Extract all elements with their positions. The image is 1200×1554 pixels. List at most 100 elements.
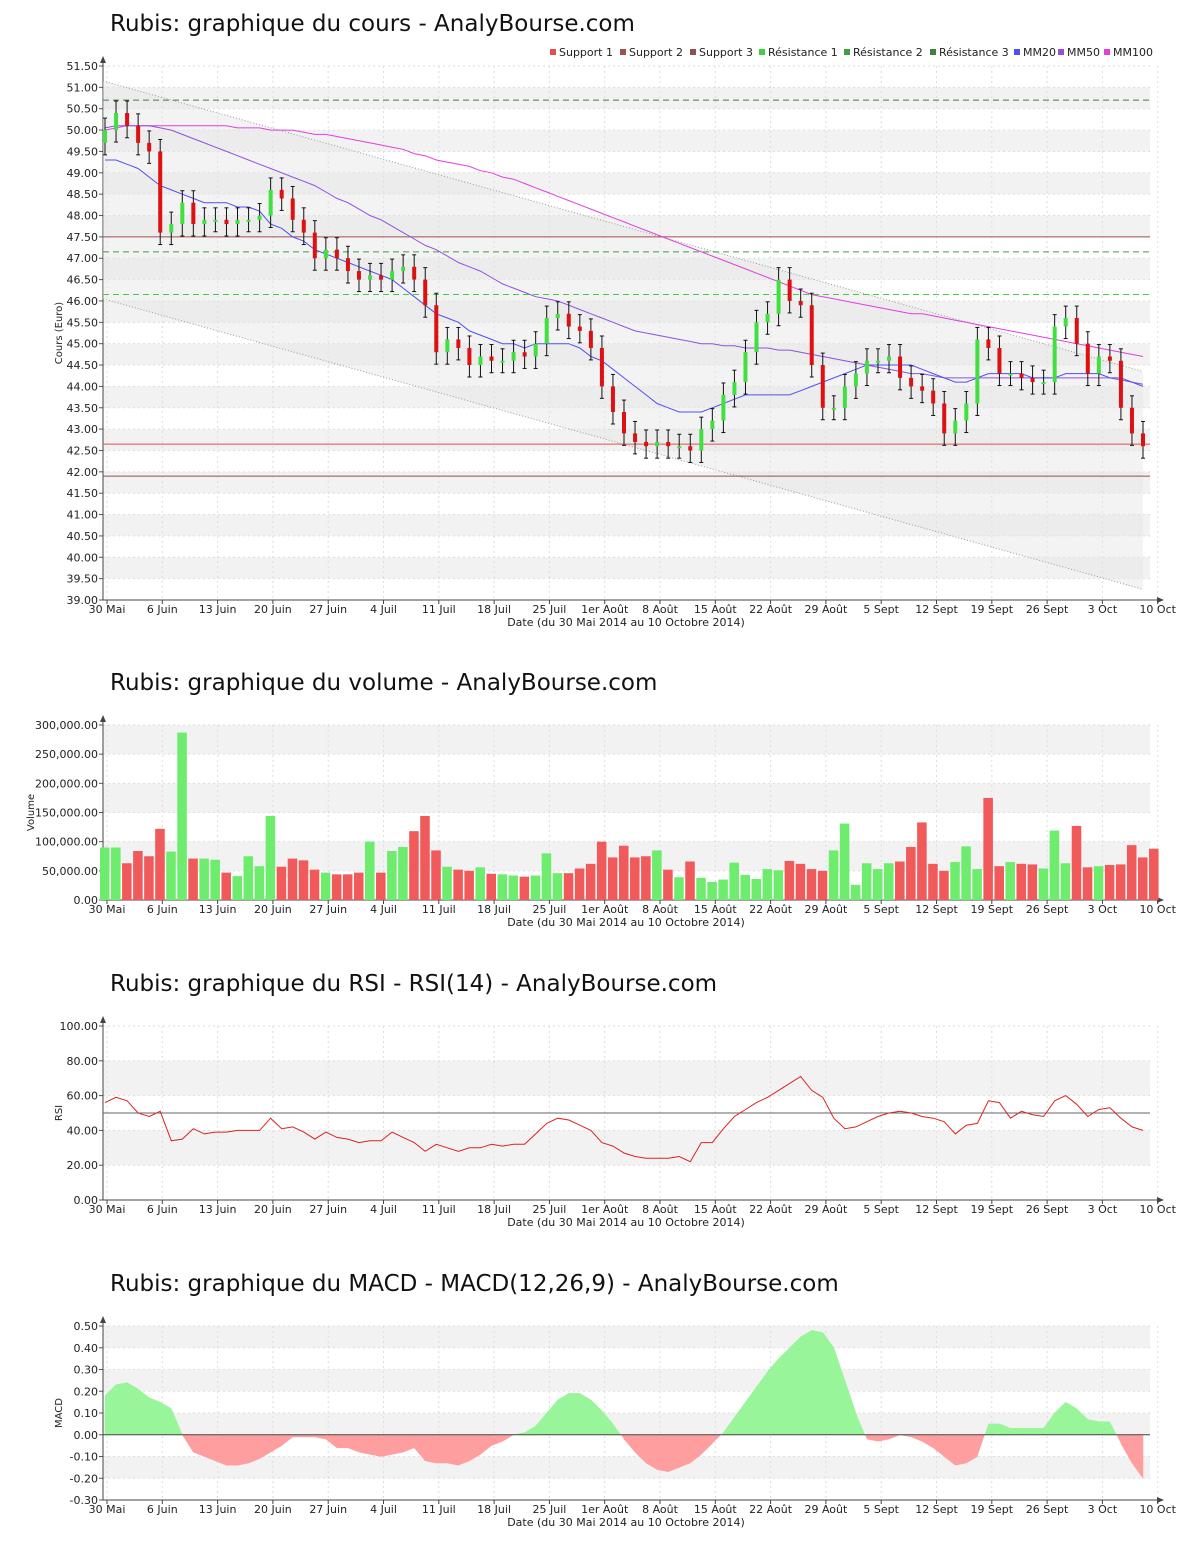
volume-bar: [718, 879, 728, 900]
legend-swatch: [759, 49, 765, 55]
volume-bar: [309, 869, 320, 900]
volume-bar: [320, 872, 331, 900]
x-axis-arrow: [1157, 1197, 1164, 1203]
plot-band: [103, 172, 1150, 195]
macd-area-segment: [502, 1434, 515, 1442]
candle-body: [103, 130, 107, 143]
x-tick-label: 12 Sept: [915, 903, 958, 916]
y-axis-arrow: [100, 1316, 106, 1323]
candle-body: [390, 271, 395, 280]
macd-area-segment: [159, 1401, 172, 1435]
x-tick-label: 12 Sept: [915, 603, 958, 616]
volume-bar: [298, 860, 309, 900]
candle-body: [158, 151, 163, 233]
volume-bar: [806, 869, 817, 900]
candle-body: [1008, 373, 1013, 376]
x-tick-label: 18 Juil: [477, 603, 511, 616]
volume-bar: [663, 869, 673, 900]
macd-chart: -0.30 -0.20 -0.10 0.00 0.10 0.20 0.30 0.40 0.50 3…: [54, 1271, 1177, 1529]
macd-area-segment: [137, 1388, 150, 1435]
candle-body: [323, 249, 328, 259]
x-axis-arrow: [1157, 597, 1164, 603]
y-tick-label: -0.10: [70, 1451, 98, 1464]
y-tick-label: 45.00: [67, 338, 99, 351]
x-tick-label: 4 Juil: [370, 1503, 397, 1516]
y-axis-arrow: [100, 1016, 106, 1023]
y-axis-arrow: [100, 56, 106, 63]
volume-bar: [1005, 862, 1016, 900]
macd-area-segment: [1032, 1427, 1044, 1435]
y-axis-arrow: [100, 715, 106, 722]
legend-label: MM100: [1113, 46, 1153, 59]
y-tick-label: 47.50: [67, 231, 99, 244]
volume-bar: [674, 877, 684, 900]
macd-area-segment: [325, 1434, 338, 1449]
candle-body: [633, 433, 638, 442]
candle-body: [1052, 326, 1057, 383]
macd-area-segment: [767, 1357, 779, 1435]
candle-body: [666, 441, 671, 447]
x-tick-label: 26 Sept: [1026, 603, 1069, 616]
macd-area-segment: [977, 1434, 985, 1457]
x-tick-label: 19 Sept: [971, 603, 1014, 616]
x-tick-label: 13 Juin: [199, 1203, 237, 1216]
macd-area-segment: [721, 1432, 724, 1435]
candle-body: [500, 360, 505, 363]
x-tick-label: 22 Août: [749, 603, 793, 616]
candle-body: [279, 189, 284, 199]
volume-bar: [530, 875, 541, 900]
x-tick-label: 30 Mai: [89, 1503, 126, 1516]
volume-bar: [122, 863, 132, 900]
y-tick-label: 51.00: [67, 81, 99, 94]
volume-bar: [442, 866, 452, 900]
x-tick-label: 8 Août: [642, 603, 679, 616]
mm100-line: [104, 125, 1144, 357]
volume-bar: [596, 841, 607, 900]
x-tick-label: 3 Oct: [1088, 603, 1118, 616]
y-tick-label: 100,000.00: [35, 836, 98, 849]
candle-body: [290, 198, 295, 220]
volume-bar: [740, 874, 750, 900]
volume-bar: [519, 876, 530, 900]
macd-area-segment: [126, 1382, 139, 1435]
candle-body: [511, 352, 516, 361]
volume-bar: [387, 851, 397, 900]
candle-body: [655, 441, 660, 447]
macd-area-segment: [811, 1330, 824, 1435]
macd-area-segment: [667, 1434, 680, 1473]
x-tick-label: 6 Juin: [147, 903, 178, 916]
candle-body: [997, 347, 1002, 374]
x-tick-label: 10 Oct: [1139, 603, 1176, 616]
y-tick-label: 41.50: [67, 487, 99, 500]
plot-band: [103, 87, 1150, 109]
macd-area-segment: [314, 1434, 327, 1440]
volume-bar: [917, 822, 927, 900]
x-tick-label: 13 Juin: [199, 603, 237, 616]
y-tick-label: 50.50: [67, 103, 99, 116]
plot-band: [103, 514, 1150, 536]
candle-body: [114, 112, 119, 131]
volume-bar: [630, 857, 640, 900]
volume-bar: [817, 870, 828, 900]
candle-body: [776, 279, 781, 314]
candle-body: [864, 360, 869, 374]
candle-body: [842, 386, 847, 408]
volume-bar: [1104, 865, 1115, 900]
candle-body: [953, 420, 958, 434]
x-tick-label: 13 Juin: [199, 1503, 237, 1516]
candle-body: [699, 429, 704, 451]
y-tick-label: 48.50: [67, 188, 99, 201]
legend-swatch: [620, 49, 626, 55]
candle-body: [765, 313, 770, 323]
y-tick-label: 40.00: [67, 1124, 99, 1137]
volume-bar: [884, 863, 894, 900]
volume-bar: [950, 862, 960, 900]
plot-band: [103, 300, 1150, 323]
candle-body: [235, 219, 240, 225]
candle-body: [975, 339, 980, 404]
y-tick-label: 0.50: [74, 1320, 99, 1333]
x-tick-label: 13 Juin: [199, 903, 237, 916]
macd-area-segment: [181, 1434, 194, 1454]
candle-body: [368, 275, 373, 280]
